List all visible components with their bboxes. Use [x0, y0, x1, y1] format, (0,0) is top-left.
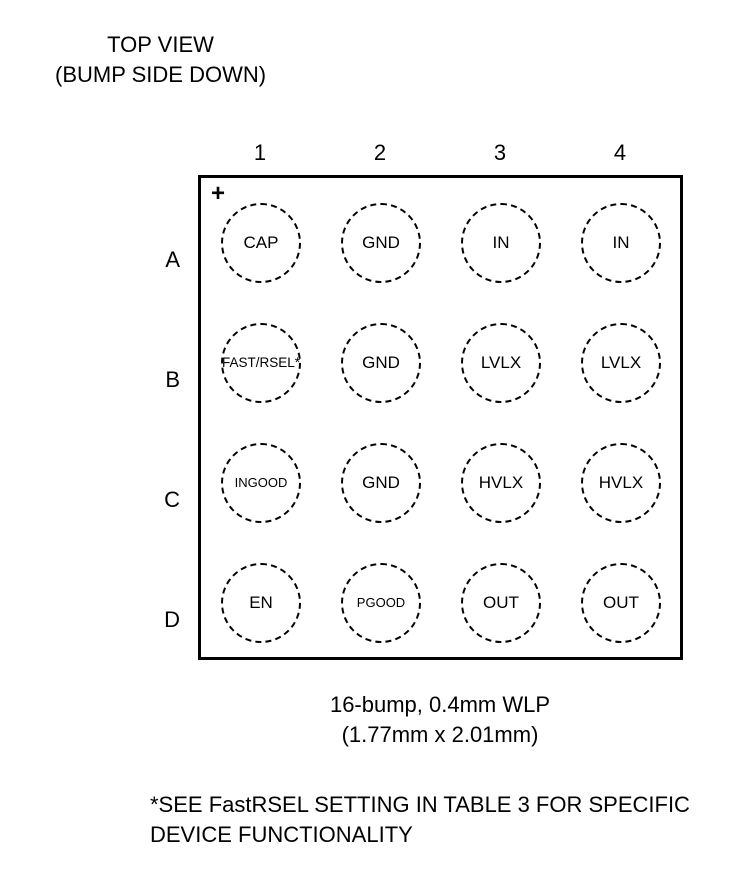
package-caption: 16-bump, 0.4mm WLP (1.77mm x 2.01mm) — [260, 690, 620, 749]
col-header-1: 1 — [200, 140, 320, 166]
row-label-d: D — [150, 560, 180, 680]
title-line2: (BUMP SIDE DOWN) — [55, 60, 266, 90]
bump-grid: CAP GND IN IN FAST/RSEL* GND LVLX LVLX INGOOD GND… — [201, 178, 680, 657]
title-line1: TOP VIEW — [55, 30, 266, 60]
col-header-4: 4 — [560, 140, 680, 166]
bump-b1: FAST/RSEL* — [221, 323, 301, 403]
row-label-a: A — [150, 200, 180, 320]
bump-c1: INGOOD — [221, 443, 301, 523]
caption-line1: 16-bump, 0.4mm WLP — [260, 690, 620, 720]
footnote: *SEE FastRSEL SETTING IN TABLE 3 FOR SPE… — [150, 790, 710, 849]
bump-a4: IN — [581, 203, 661, 283]
bump-b3: LVLX — [461, 323, 541, 403]
col-header-3: 3 — [440, 140, 560, 166]
bump-d4: OUT — [581, 563, 661, 643]
bump-c2: GND — [341, 443, 421, 523]
row-labels: A B C D — [150, 200, 180, 680]
column-headers: 1 2 3 4 — [200, 140, 680, 166]
bump-a2: GND — [341, 203, 421, 283]
row-label-c: C — [150, 440, 180, 560]
row-label-b: B — [150, 320, 180, 440]
view-title: TOP VIEW (BUMP SIDE DOWN) — [55, 30, 266, 89]
bump-d3: OUT — [461, 563, 541, 643]
bump-c4: HVLX — [581, 443, 661, 523]
col-header-2: 2 — [320, 140, 440, 166]
bump-d2: PGOOD — [341, 563, 421, 643]
bump-b2: GND — [341, 323, 421, 403]
package-outline: + CAPGNDININFAST/RSEL*GNDLVLXLVLXINGOODG… — [198, 175, 683, 660]
bump-a1: CAP — [221, 203, 301, 283]
bump-b4: LVLX — [581, 323, 661, 403]
bump-d1: EN — [221, 563, 301, 643]
bump-a3: IN — [461, 203, 541, 283]
bump-c3: HVLX — [461, 443, 541, 523]
caption-line2: (1.77mm x 2.01mm) — [260, 720, 620, 750]
